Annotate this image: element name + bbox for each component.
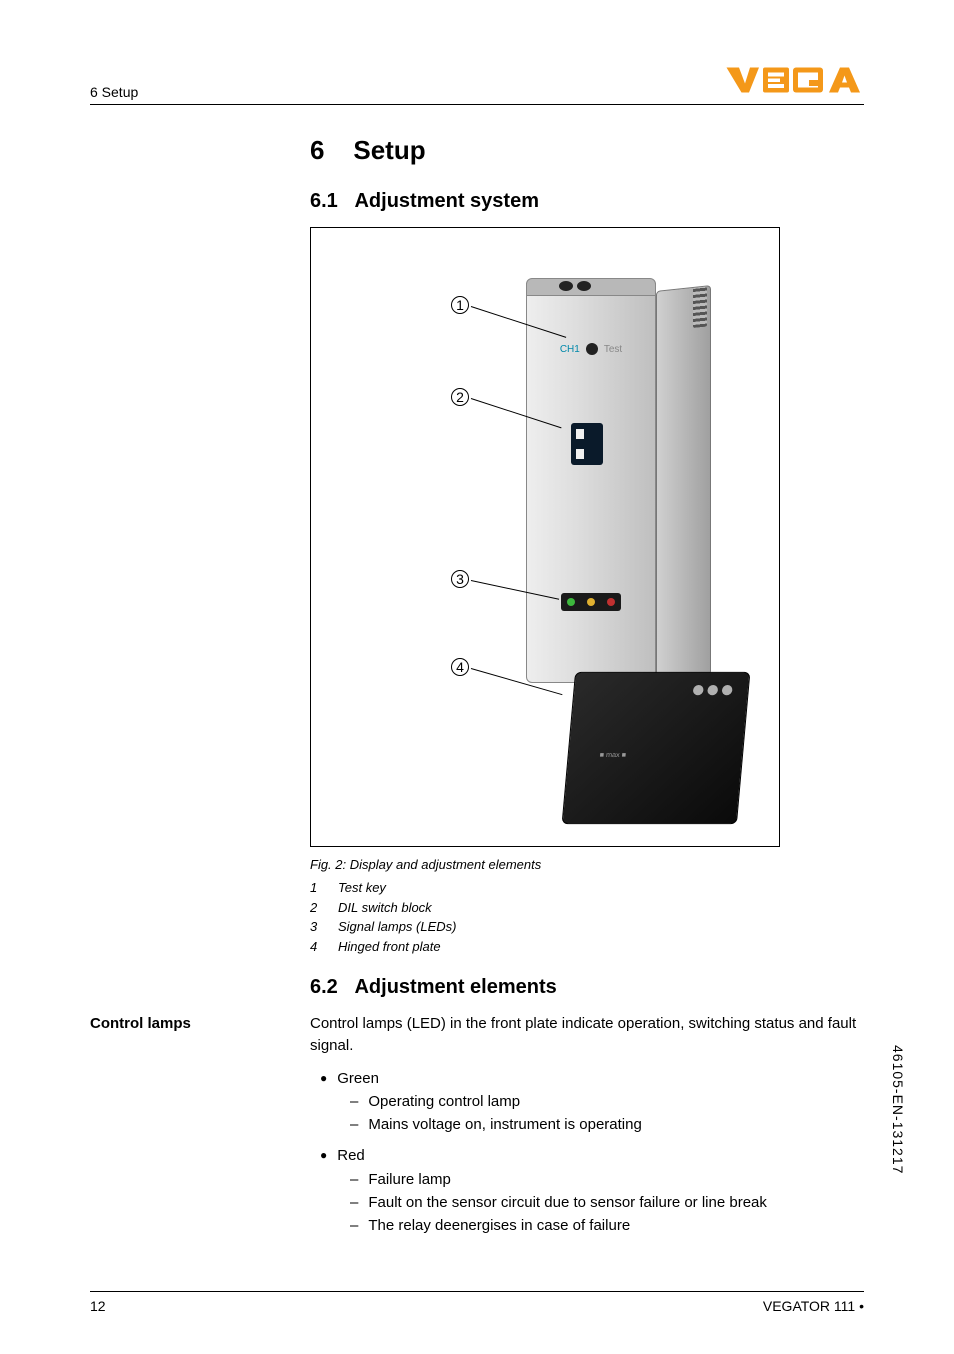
callout-1-num: 1 [451, 296, 469, 314]
section-62-title: 6.2 Adjustment elements [310, 976, 864, 999]
callout-2: 2 [451, 388, 469, 406]
front-label: CH1 Test [526, 343, 656, 355]
callout-3-num: 3 [451, 570, 469, 588]
red-item-3: The relay deenergises in case of failure [350, 1214, 864, 1237]
test-key-dot [586, 343, 598, 355]
chapter-title: 6 Setup [310, 135, 864, 166]
din-rail [656, 285, 711, 681]
page-number: 12 [90, 1298, 106, 1314]
callout-4: 4 [451, 658, 469, 676]
section-61-text: Adjustment system [354, 190, 539, 212]
header-section-label: 6 Setup [90, 84, 138, 100]
callout-2-num: 2 [451, 388, 469, 406]
legend-row-1: 1Test key [310, 878, 864, 898]
section-61-num: 6.1 [310, 190, 338, 212]
green-item-2: Mains voltage on, instrument is operatin… [350, 1113, 864, 1136]
chapter-text: Setup [353, 135, 425, 165]
callout-1: 1 [451, 296, 469, 314]
green-item-1: Operating control lamp [350, 1090, 864, 1113]
sidebar-control-lamps: Control lamps [90, 1015, 191, 1032]
test-text: Test [604, 344, 622, 355]
ch1-text: CH1 [560, 344, 580, 355]
callout-4-num: 4 [451, 658, 469, 676]
top-terminals [559, 281, 619, 291]
page-footer: 12 VEGATOR 111 • [90, 1291, 864, 1314]
led-row [561, 593, 621, 611]
led-red-icon [607, 598, 615, 606]
red-item-1: Failure lamp [350, 1168, 864, 1191]
section-62-num: 6.2 [310, 976, 338, 998]
hinged-front-plate: ■ max ■ [562, 672, 751, 824]
control-lamps-para: Control lamps (LED) in the front plate i… [310, 1013, 864, 1057]
legend-row-2: 2DIL switch block [310, 898, 864, 918]
legend-row-3: 3Signal lamps (LEDs) [310, 917, 864, 937]
lamp-list: Green Operating control lamp Mains volta… [320, 1067, 864, 1238]
section-61-title: 6.1 Adjustment system [310, 190, 864, 213]
figure-2-box: CH1 Test ■ max ■ 1 [310, 227, 780, 847]
section-62-text: Adjustment elements [354, 976, 556, 998]
dil-switch-block [571, 423, 603, 465]
vega-logo [724, 60, 864, 100]
legend-row-4: 4Hinged front plate [310, 937, 864, 957]
page-header: 6 Setup [90, 60, 864, 105]
callout-3: 3 [451, 570, 469, 588]
document-id: 46105-EN-131217 [890, 1045, 906, 1174]
plate-terminals [693, 685, 733, 695]
plate-label-text: ■ max ■ [597, 752, 682, 782]
rail-teeth [693, 287, 707, 328]
bullet-red: Red Failure lamp Fault on the sensor cir… [320, 1144, 864, 1237]
led-green-icon [567, 598, 575, 606]
figure-caption: Fig. 2: Display and adjustment elements [310, 857, 864, 872]
figure-legend: 1Test key 2DIL switch block 3Signal lamp… [310, 878, 864, 956]
chapter-num: 6 [310, 135, 324, 165]
product-name: VEGATOR 111 • [763, 1298, 864, 1314]
bullet-green: Green Operating control lamp Mains volta… [320, 1067, 864, 1137]
red-item-2: Fault on the sensor circuit due to senso… [350, 1191, 864, 1214]
led-yellow-icon [587, 598, 595, 606]
device-illustration: CH1 Test ■ max ■ [511, 283, 731, 803]
